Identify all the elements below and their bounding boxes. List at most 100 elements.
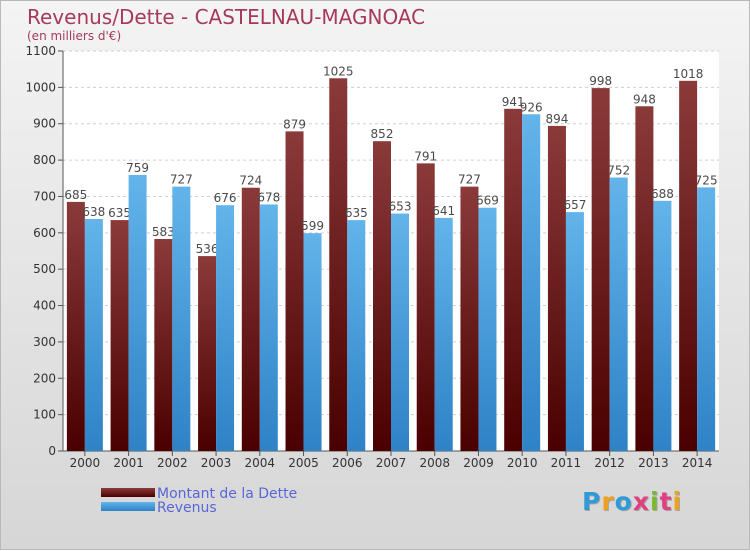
logo-letter: i (650, 487, 660, 516)
data-label-revenus: 688 (651, 187, 674, 201)
logo-letter: t (659, 487, 673, 516)
bar-revenus (84, 219, 103, 451)
chart-subtitle: (en milliers d'€) (27, 29, 122, 43)
y-tick-label: 200 (33, 371, 56, 385)
x-tick-label: 2001 (113, 456, 144, 470)
y-tick-label: 1100 (25, 44, 56, 58)
bar-dette (66, 201, 85, 451)
x-tick-label: 2014 (682, 456, 713, 470)
bar-revenus (391, 213, 409, 451)
legend-swatch-revenus (101, 502, 155, 511)
x-tick-label: 2007 (376, 456, 407, 470)
bar-dette (679, 80, 698, 452)
data-label-revenus: 678 (257, 190, 280, 204)
x-tick-label: 2004 (245, 456, 276, 470)
data-label-dette: 635 (108, 206, 131, 220)
data-label-dette: 879 (283, 117, 306, 131)
bar-dette (241, 187, 260, 451)
y-tick-label: 100 (33, 408, 56, 422)
bar-revenus (303, 233, 322, 451)
x-tick-label: 2009 (463, 456, 494, 470)
y-tick-label: 500 (33, 262, 56, 276)
data-label-dette: 998 (589, 74, 612, 88)
bar-revenus (347, 220, 366, 451)
bar-revenus (609, 177, 628, 451)
data-label-revenus: 635 (345, 206, 368, 220)
data-label-dette: 727 (458, 173, 481, 187)
legend-swatch-dette (101, 488, 155, 497)
data-label-revenus: 669 (476, 194, 499, 208)
x-tick-label: 2006 (332, 456, 363, 470)
y-tick-label: 400 (33, 299, 56, 313)
bar-dette (285, 131, 304, 451)
data-label-revenus: 599 (301, 219, 324, 233)
data-label-revenus: 641 (432, 204, 455, 218)
bar-dette (110, 220, 129, 451)
data-label-dette: 948 (633, 92, 656, 106)
bar-revenus (653, 200, 672, 451)
bar-dette (373, 141, 391, 451)
bar-dette (329, 78, 348, 451)
x-tick-label: 2002 (157, 456, 188, 470)
bar-dette (154, 239, 173, 451)
y-tick-label: 0 (48, 444, 56, 458)
data-label-dette: 685 (64, 188, 87, 202)
bar-revenus (128, 175, 147, 451)
data-label-dette: 791 (414, 149, 437, 163)
bar-revenus (172, 186, 191, 452)
bar-revenus (434, 217, 453, 451)
bar-dette (635, 106, 654, 451)
data-label-dette: 1018 (673, 67, 704, 81)
x-tick-label: 2008 (419, 456, 450, 470)
data-label-revenus: 653 (389, 200, 412, 214)
bar-revenus (259, 204, 278, 451)
x-tick-label: 2000 (70, 456, 101, 470)
logo-letter: i (672, 487, 683, 516)
bar-revenus (216, 205, 235, 451)
bar-dette (591, 88, 610, 451)
x-tick-label: 2010 (507, 456, 538, 470)
logo-letter: r (601, 487, 615, 516)
bar-revenus (697, 187, 716, 451)
data-label-revenus: 657 (563, 198, 586, 212)
bar-revenus (478, 207, 497, 451)
x-tick-label: 2011 (551, 456, 582, 470)
x-tick-label: 2013 (638, 456, 669, 470)
x-tick-label: 2005 (288, 456, 319, 470)
data-label-revenus: 926 (520, 100, 543, 114)
data-label-revenus: 676 (214, 191, 237, 205)
data-label-dette: 583 (152, 225, 175, 239)
y-tick-label: 1000 (25, 80, 56, 94)
bar-revenus (565, 212, 584, 451)
legend-label-revenus: Revenus (157, 500, 217, 516)
data-label-dette: 1025 (323, 64, 354, 78)
data-label-revenus: 638 (82, 205, 105, 219)
chart-title: Revenus/Dette - CASTELNAU-MAGNOAC (27, 5, 426, 29)
x-tick-label: 2012 (594, 456, 625, 470)
logo-letter: P (582, 487, 602, 516)
bar-dette (416, 163, 435, 451)
data-label-dette: 724 (239, 174, 262, 188)
data-label-revenus: 759 (126, 161, 149, 175)
bar-dette (460, 186, 479, 452)
bar-dette (547, 125, 566, 451)
bar-revenus (522, 114, 541, 451)
data-label-dette: 536 (196, 242, 219, 256)
bar-dette (504, 108, 523, 452)
logo-letter: x (632, 487, 650, 516)
y-tick-label: 700 (33, 189, 56, 203)
x-tick-label: 2003 (201, 456, 232, 470)
y-tick-label: 800 (33, 153, 56, 167)
data-label-revenus: 725 (695, 173, 718, 187)
legend-label-dette: Montant de la Dette (157, 486, 298, 502)
data-label-revenus: 727 (170, 173, 193, 187)
data-label-dette: 852 (371, 127, 394, 141)
logo-letter: o (614, 487, 633, 516)
y-tick-label: 600 (33, 226, 56, 240)
y-tick-label: 900 (33, 117, 56, 131)
bar-dette (198, 256, 217, 451)
data-label-dette: 941 (502, 95, 525, 109)
y-tick-label: 300 (33, 335, 56, 349)
